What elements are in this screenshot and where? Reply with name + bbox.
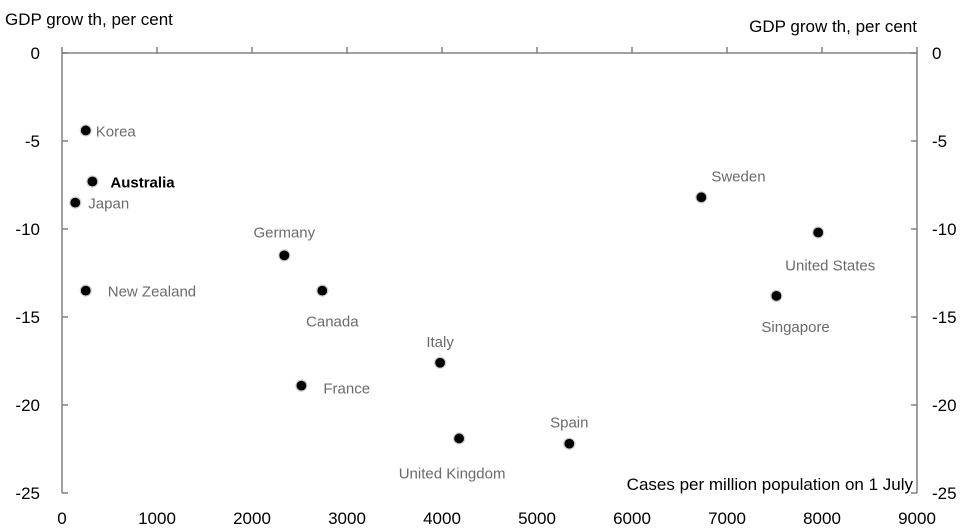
x-tick-label: 5000 bbox=[518, 509, 556, 528]
y-tick-label-right: -10 bbox=[932, 220, 957, 239]
y-tick-label-right: -5 bbox=[932, 132, 947, 151]
data-point bbox=[86, 175, 99, 188]
y-tick-label-left: -10 bbox=[15, 220, 40, 239]
x-tick-label: 8000 bbox=[803, 509, 841, 528]
point-label: Sweden bbox=[711, 168, 765, 185]
x-tick-label: 7000 bbox=[708, 509, 746, 528]
data-point bbox=[563, 437, 576, 450]
data-point bbox=[453, 432, 466, 445]
y-axis-label-right: GDP grow th, per cent bbox=[749, 17, 917, 36]
point-label: United States bbox=[785, 258, 875, 275]
data-point bbox=[316, 284, 329, 297]
data-point bbox=[770, 289, 783, 302]
data-point bbox=[812, 226, 825, 239]
point-label: Italy bbox=[426, 334, 454, 351]
x-tick-label: 4000 bbox=[423, 509, 461, 528]
point-label: United Kingdom bbox=[399, 465, 506, 482]
point-label: Australia bbox=[110, 174, 175, 191]
point-label: Canada bbox=[306, 314, 359, 331]
x-tick-label: 9000 bbox=[898, 509, 936, 528]
y-tick-label-right: -15 bbox=[932, 308, 957, 327]
y-tick-label-left: -25 bbox=[15, 484, 40, 503]
point-label: Japan bbox=[88, 196, 129, 213]
x-tick-label: 2000 bbox=[233, 509, 271, 528]
data-point bbox=[79, 284, 92, 297]
point-label: France bbox=[323, 381, 370, 398]
point-label: Korea bbox=[96, 123, 137, 140]
y-tick-label-right: 0 bbox=[932, 44, 941, 63]
x-axis-label: Cases per million population on 1 July bbox=[627, 475, 914, 494]
x-tick-label: 6000 bbox=[613, 509, 651, 528]
y-tick-label-left: -20 bbox=[15, 396, 40, 415]
data-point bbox=[278, 249, 291, 262]
point-label: New Zealand bbox=[108, 284, 196, 301]
data-point bbox=[69, 196, 82, 209]
data-points: Korea Australia Japan New Zealand Germany Can… bbox=[69, 123, 875, 482]
y-axis-label-left: GDP grow th, per cent bbox=[5, 10, 173, 29]
y-tick-label-left: -15 bbox=[15, 308, 40, 327]
y-tick-label-left: -5 bbox=[25, 132, 40, 151]
x-tick-label: 3000 bbox=[328, 509, 366, 528]
point-label: Spain bbox=[550, 415, 588, 432]
point-label: Singapore bbox=[761, 319, 829, 336]
y-tick-label-left: 0 bbox=[31, 44, 40, 63]
data-point bbox=[434, 356, 447, 369]
point-label: Germany bbox=[253, 224, 315, 241]
y-tick-label-right: -25 bbox=[932, 484, 957, 503]
x-tick-label: 0 bbox=[57, 509, 66, 528]
y-tick-label-right: -20 bbox=[932, 396, 957, 415]
data-point bbox=[79, 124, 92, 137]
data-point bbox=[695, 191, 708, 204]
axes bbox=[61, 47, 918, 494]
x-tick-label: 1000 bbox=[138, 509, 176, 528]
data-point bbox=[295, 379, 308, 392]
